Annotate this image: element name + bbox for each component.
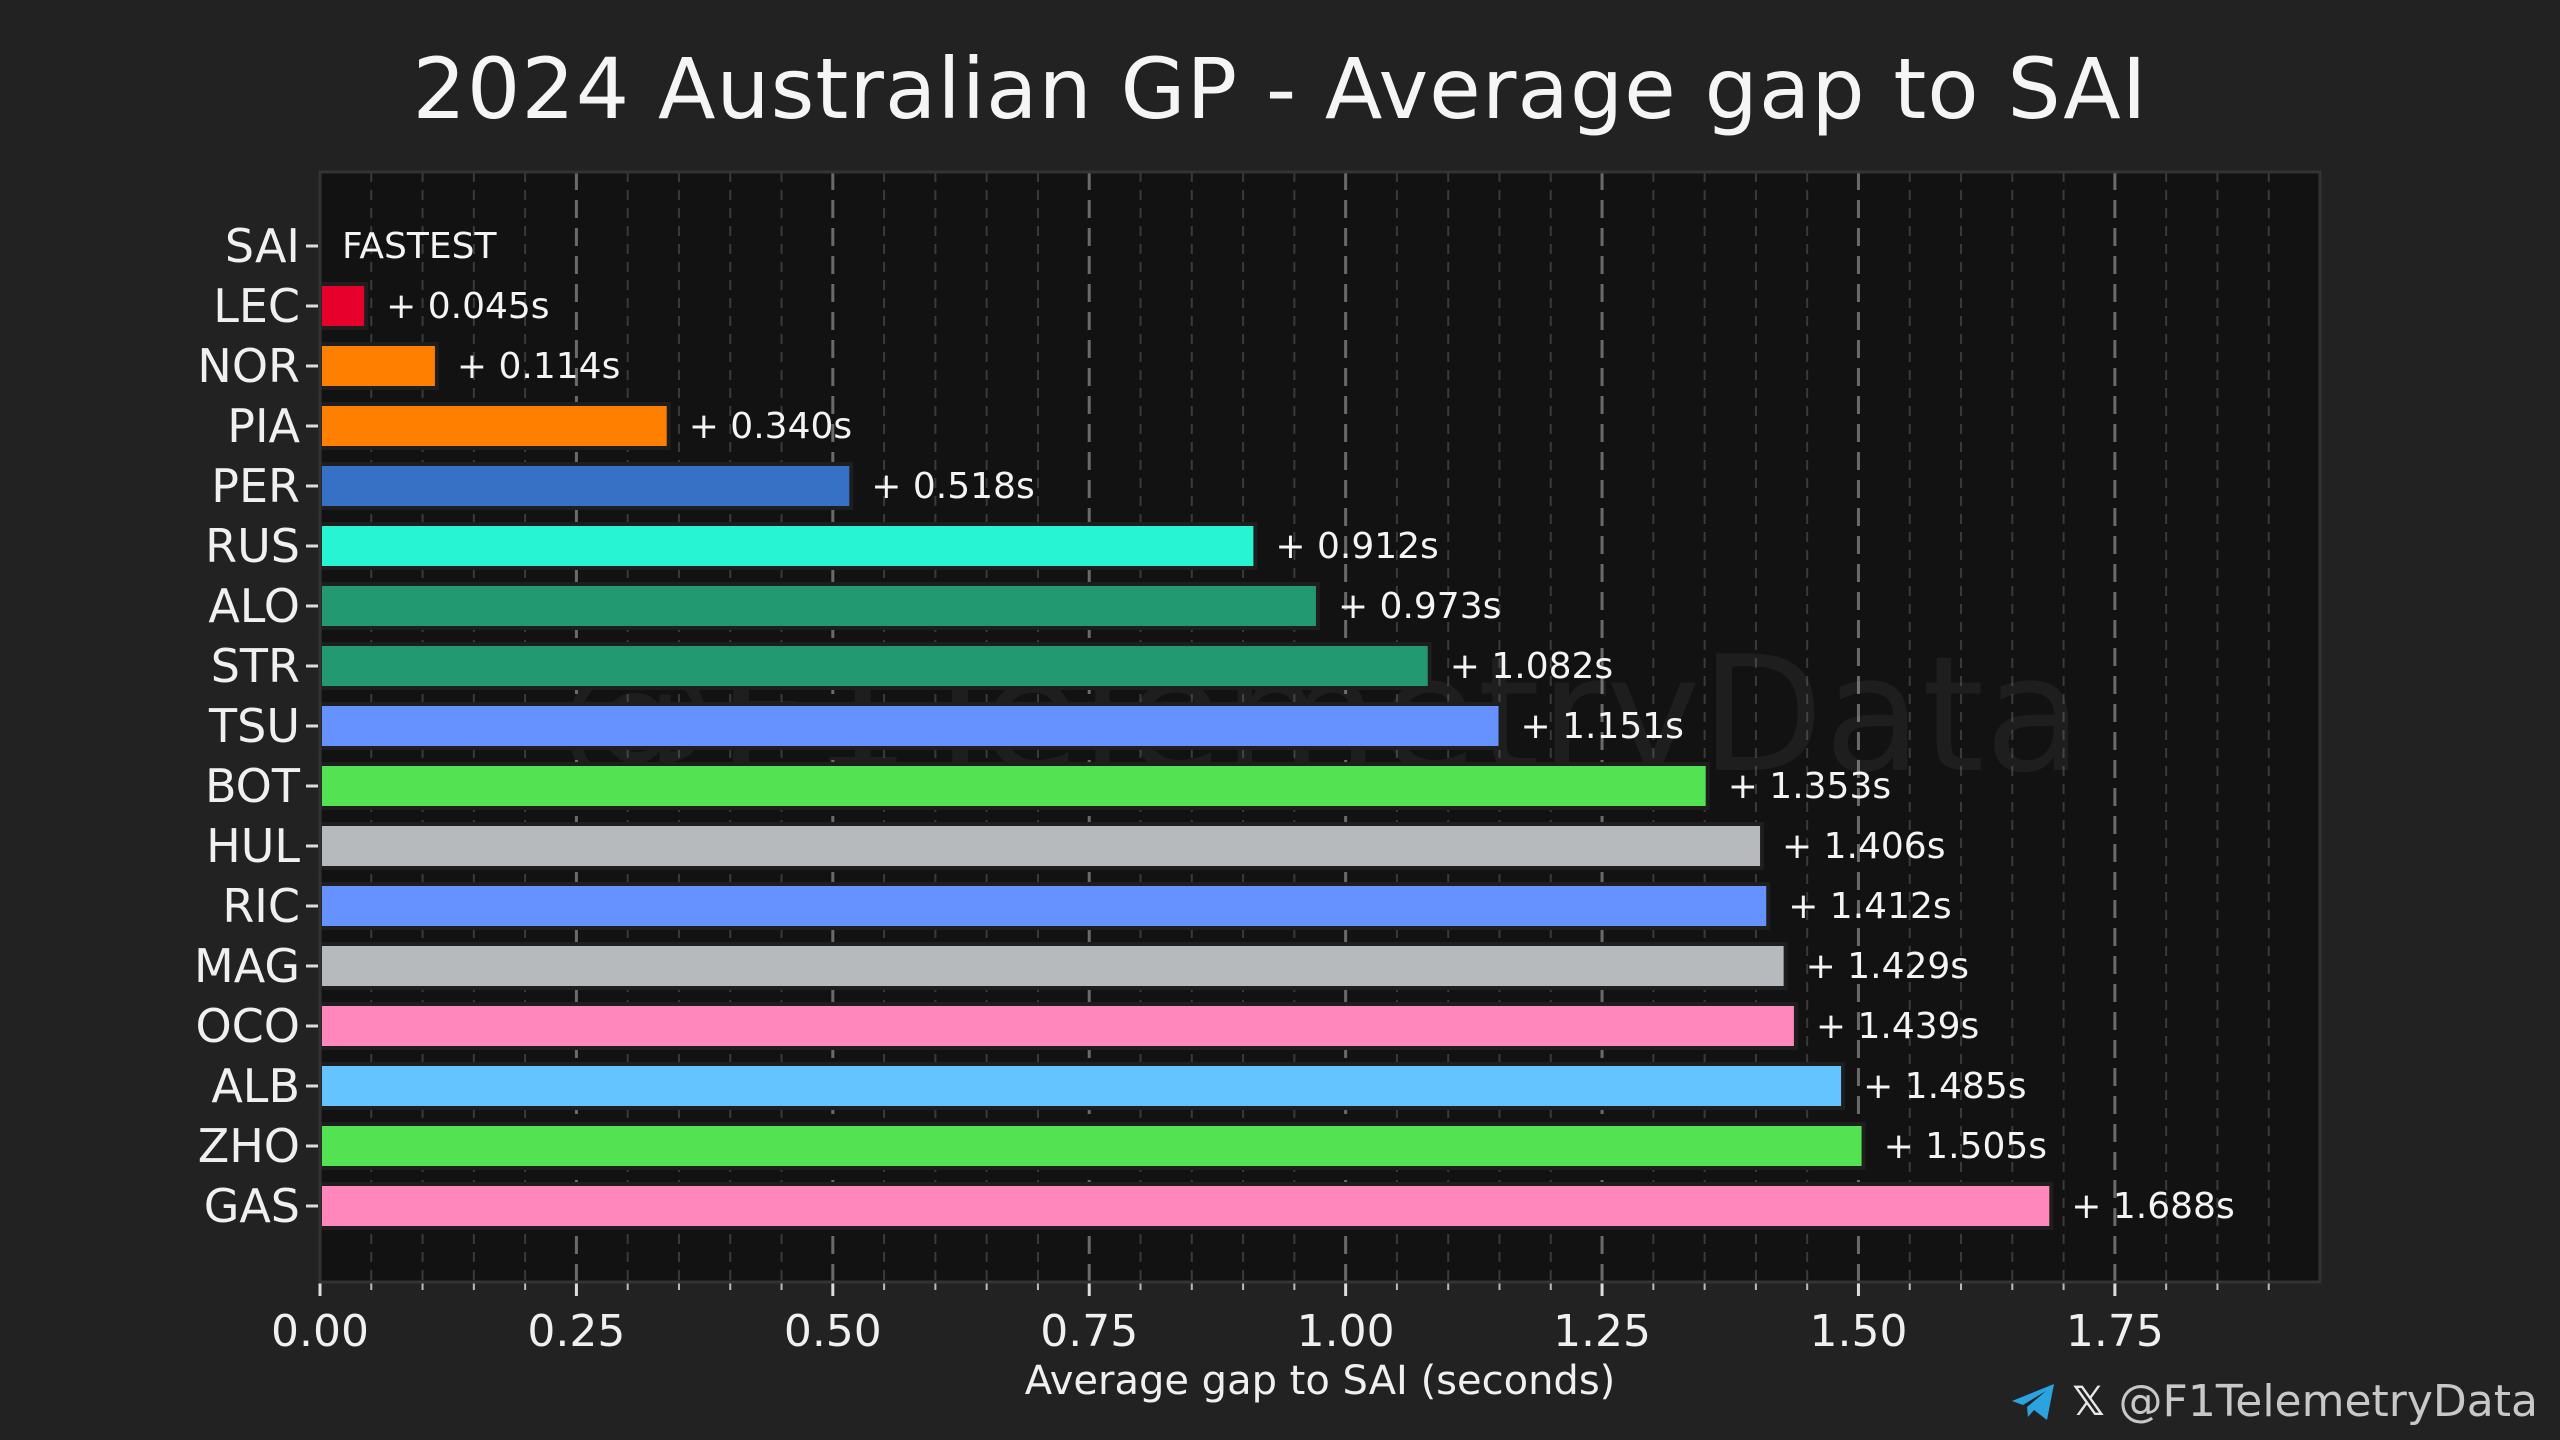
value-label-mag: + 1.429s: [1806, 946, 1969, 987]
value-label-alo: + 0.973s: [1338, 586, 1501, 627]
bar-bot: [318, 762, 1710, 810]
bar-tsu: [318, 702, 1503, 750]
category-label-gas: GAS: [204, 1179, 300, 1233]
bar-ric: [318, 882, 1771, 930]
value-label-sai: FASTEST: [342, 226, 497, 267]
telegram-icon: [2012, 1383, 2055, 1420]
value-label-rus: + 0.912s: [1275, 526, 1438, 567]
value-label-hul: + 1.406s: [1782, 826, 1945, 867]
value-label-nor: + 0.114s: [457, 346, 620, 387]
category-label-sai: SAI: [225, 219, 300, 273]
category-label-rus: RUS: [205, 519, 300, 573]
category-label-alo: ALO: [208, 579, 300, 633]
category-label-ric: RIC: [222, 879, 300, 933]
value-label-bot: + 1.353s: [1728, 766, 1891, 807]
value-label-str: + 1.082s: [1450, 646, 1613, 687]
credit: 𝕏 @F1TelemetryData: [2010, 1376, 2538, 1427]
bar-rus: [318, 522, 1258, 570]
plot-frame: [318, 170, 2322, 1284]
value-label-gas: + 1.688s: [2071, 1186, 2234, 1227]
x-tick-label: 0.25: [527, 1306, 625, 1357]
bar-zho: [318, 1122, 1866, 1170]
x-tick-label: 1.50: [1809, 1306, 1907, 1357]
bar-nor: [318, 342, 439, 390]
bar-hul: [318, 822, 1765, 870]
x-tick-label: 1.00: [1297, 1306, 1395, 1357]
bar-str: [318, 642, 1432, 690]
x-tick-label: 0.00: [271, 1306, 369, 1357]
category-label-hul: HUL: [206, 819, 300, 873]
value-label-oco: + 1.439s: [1816, 1006, 1979, 1047]
category-label-zho: ZHO: [198, 1119, 300, 1173]
value-label-ric: + 1.412s: [1788, 886, 1951, 927]
x-tick-label: 1.75: [2066, 1306, 2164, 1357]
bar-lec: [318, 282, 369, 330]
value-label-alb: + 1.485s: [1863, 1066, 2026, 1107]
x-icon: 𝕏: [2072, 1378, 2105, 1425]
category-label-str: STR: [211, 639, 300, 693]
bar-alo: [318, 582, 1320, 630]
value-label-tsu: + 1.151s: [1521, 706, 1684, 747]
credit-handle: @F1TelemetryData: [2118, 1376, 2538, 1427]
x-axis-label: Average gap to SAI (seconds): [1024, 1358, 1616, 1404]
value-label-lec: + 0.045s: [386, 286, 549, 327]
bar-oco: [318, 1002, 1798, 1050]
category-label-bot: BOT: [205, 759, 301, 813]
bar-gas: [318, 1182, 2054, 1230]
x-tick-label: 1.25: [1553, 1306, 1651, 1357]
bar-per: [318, 462, 854, 510]
category-label-lec: LEC: [213, 279, 300, 333]
value-label-per: + 0.518s: [871, 466, 1034, 507]
category-label-per: PER: [211, 459, 300, 513]
value-label-zho: + 1.505s: [1884, 1126, 2047, 1167]
category-label-pia: PIA: [227, 399, 300, 453]
bar-pia: [318, 402, 671, 450]
category-label-nor: NOR: [197, 339, 300, 393]
chart-title: 2024 Australian GP - Average gap to SAI: [412, 40, 2148, 138]
category-label-mag: MAG: [194, 939, 300, 993]
x-tick-label: 0.50: [784, 1306, 882, 1357]
bar-mag: [318, 942, 1788, 990]
x-tick-label: 0.75: [1040, 1306, 1138, 1357]
category-label-alb: ALB: [211, 1059, 300, 1113]
category-label-tsu: TSU: [208, 699, 300, 753]
category-label-oco: OCO: [195, 999, 300, 1053]
bar-alb: [318, 1062, 1846, 1110]
value-label-pia: + 0.340s: [689, 406, 852, 447]
